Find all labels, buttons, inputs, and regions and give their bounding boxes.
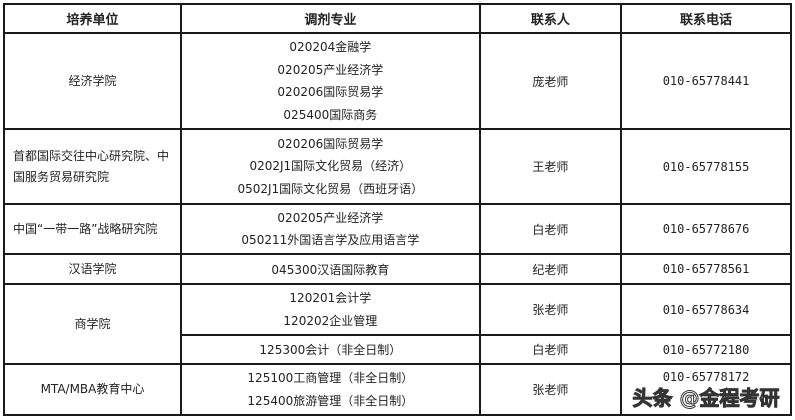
- unit-cell: 汉语学院: [3, 253, 182, 285]
- phone-cell: 010-65778634: [620, 283, 792, 336]
- header-contact: 联系人: [478, 3, 623, 34]
- table-row: 首都国际交往中心研究院、中国服务贸易研究院 020206国际贸易学 0202J1…: [3, 128, 792, 205]
- major: 125100工商管理（非全日制）: [247, 371, 414, 385]
- major: 025400国际商务: [283, 107, 378, 122]
- major: 020204金融学: [289, 40, 372, 54]
- table-row: 经济学院 020204金融学 020205产业经济学 020206国际贸易学 0…: [3, 32, 792, 130]
- major: 020206国际贸易学: [277, 85, 384, 99]
- watermark: 头条 @金程考研: [632, 386, 780, 411]
- unit-cell: 中国“一带一路”战略研究院: [3, 203, 182, 255]
- header-major: 调剂专业: [179, 3, 481, 34]
- major: 0202J1国际文化贸易（经济）: [249, 159, 412, 174]
- contact-cell: 庞老师: [478, 32, 623, 130]
- contact-cell: 纪老师: [478, 253, 623, 285]
- contact-cell: 白老师: [478, 334, 623, 365]
- phone-cell: 010-65772180: [620, 334, 792, 365]
- header-unit: 培养单位: [3, 3, 182, 34]
- major: 020205产业经济学: [277, 210, 384, 225]
- phone-text: 010-65778172: [662, 370, 750, 384]
- header-phone: 联系电话: [620, 3, 792, 34]
- major-cell: 120201会计学 120202企业管理: [179, 283, 481, 336]
- unit-text: 中国“一带一路”战略研究院: [13, 221, 158, 236]
- unit-cell: MTA/MBA教育中心: [3, 363, 182, 416]
- table-row: 汉语学院 045300汉语国际教育 纪老师 010-65778561: [3, 253, 792, 285]
- major-cell: 045300汉语国际教育: [179, 253, 481, 285]
- major-cell: 125100工商管理（非全日制） 125400旅游管理（非全日制）: [179, 363, 481, 416]
- contact-cell: 张老师: [478, 363, 623, 416]
- unit-cell: 商学院: [3, 283, 182, 365]
- table-row: 商学院 120201会计学 120202企业管理 张老师 010-6577863…: [3, 283, 792, 365]
- contact-cell: 张老师: [478, 283, 623, 336]
- table-row: 125300会计（非全日制） 白老师 010-65772180: [4, 334, 792, 365]
- major: 0502J1国际文化贸易（西班牙语）: [237, 181, 424, 196]
- major: 020206国际贸易学: [277, 136, 384, 151]
- phone-cell: 010-65778676: [620, 203, 792, 255]
- major-cell: 020206国际贸易学 0202J1国际文化贸易（经济） 0502J1国际文化贸…: [179, 128, 481, 205]
- major-cell: 020204金融学 020205产业经济学 020206国际贸易学 025400…: [179, 32, 481, 130]
- major: 020205产业经济学: [277, 62, 384, 77]
- unit-cell: 首都国际交往中心研究院、中国服务贸易研究院: [3, 128, 182, 205]
- contact-cell: 王老师: [478, 128, 623, 205]
- unit-cell: 经济学院: [3, 32, 182, 130]
- adjustment-table: 培养单位 调剂专业 联系人 联系电话 经济学院 020204金融学 020205…: [3, 3, 792, 416]
- phone-cell: 010-65778172 头条 @金程考研: [620, 363, 792, 416]
- phone-cell: 010-65778155: [620, 128, 792, 205]
- major: 120201会计学: [289, 291, 372, 305]
- phone-cell: 010-65778561: [620, 253, 792, 285]
- major-cell: 125300会计（非全日制）: [179, 334, 481, 365]
- contact-cell: 白老师: [478, 203, 623, 255]
- major: 125400旅游管理（非全日制）: [247, 393, 414, 408]
- unit-text: 首都国际交往中心研究院、中国服务贸易研究院: [13, 148, 170, 184]
- header-row: 培养单位 调剂专业 联系人 联系电话: [3, 3, 792, 34]
- major: 050211外国语言学及应用语言学: [241, 233, 420, 247]
- table-row: MTA/MBA教育中心 125100工商管理（非全日制） 125400旅游管理（…: [3, 363, 792, 416]
- phone-cell: 010-65778441: [620, 32, 792, 130]
- major-cell: 020205产业经济学 050211外国语言学及应用语言学: [179, 203, 481, 255]
- table-row: 中国“一带一路”战略研究院 020205产业经济学 050211外国语言学及应用…: [3, 203, 792, 255]
- major: 120202企业管理: [283, 313, 378, 328]
